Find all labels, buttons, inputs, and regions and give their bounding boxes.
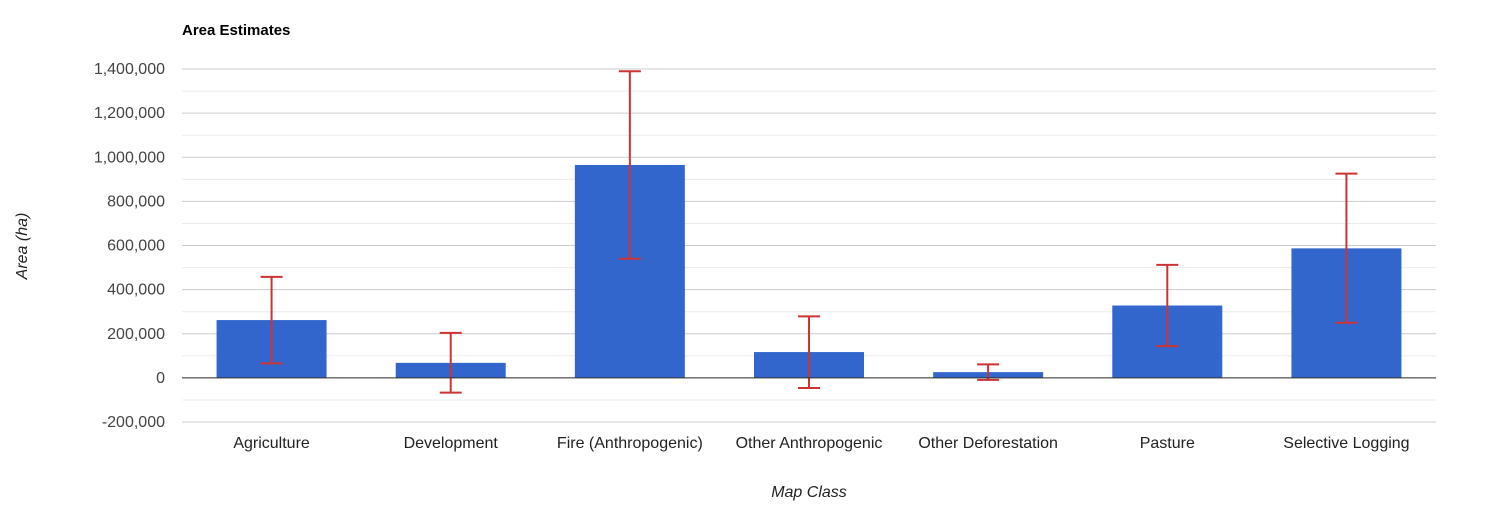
error-bar-layer [260, 70, 1358, 394]
axis-layer: -200,000 0 200,000 400,000 600,000 800,000 1,0… [94, 61, 1436, 452]
chart-title: Area Estimates [182, 22, 291, 39]
x-tick-label: Fire (Anthropogenic) [557, 435, 703, 452]
y-axis-title: Area (ha) [14, 213, 31, 281]
x-tick-label: Development [404, 435, 499, 452]
y-tick-label: 200,000 [107, 326, 165, 343]
x-axis-title: Map Class [771, 484, 847, 501]
y-tick-label: 800,000 [107, 193, 165, 210]
y-tick-label: 400,000 [107, 282, 165, 299]
x-tick-label: Pasture [1140, 435, 1195, 452]
y-tick-label: 1,200,000 [94, 105, 165, 122]
x-tick-label: Selective Logging [1283, 435, 1409, 452]
y-tick-label: 1,400,000 [94, 61, 165, 78]
x-tick-label: Other Anthropogenic [736, 435, 883, 452]
x-tick-label: Agriculture [233, 435, 310, 452]
x-tick-label: Other Deforestation [918, 435, 1058, 452]
y-tick-label: 1,000,000 [94, 149, 165, 166]
y-tick-label: 0 [156, 370, 165, 387]
y-tick-label: 600,000 [107, 238, 165, 255]
y-tick-label: -200,000 [102, 414, 165, 431]
